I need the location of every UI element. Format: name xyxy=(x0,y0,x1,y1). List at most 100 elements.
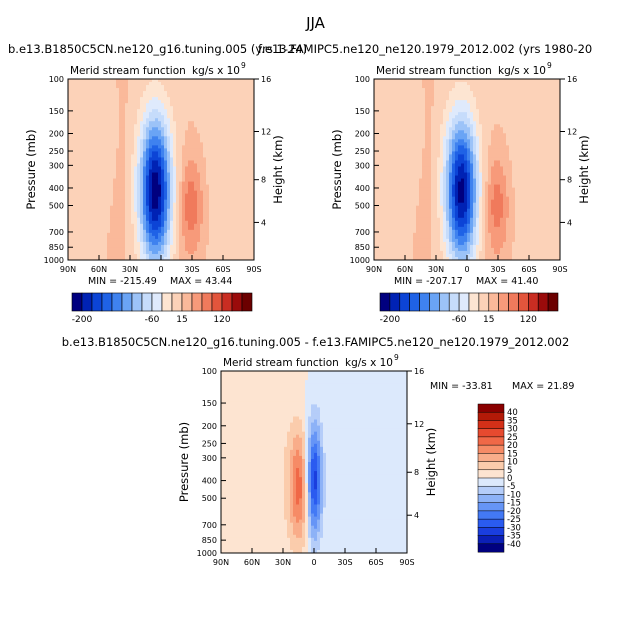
contour-cell xyxy=(143,154,147,158)
contour-cell xyxy=(110,187,114,192)
contour-cell xyxy=(416,79,420,83)
contour-cell xyxy=(377,127,381,131)
contour-cell xyxy=(113,244,117,249)
contour-cell xyxy=(203,115,207,119)
contour-cell xyxy=(131,181,135,185)
contour-cell xyxy=(389,148,393,152)
contour-cell xyxy=(161,196,165,201)
contour-cell xyxy=(407,163,411,167)
contour-cell xyxy=(104,103,108,107)
contour-cell xyxy=(146,139,150,143)
contour-cell xyxy=(179,226,183,231)
contour-cell xyxy=(221,91,225,95)
contour-cell xyxy=(416,106,420,110)
contour-cell xyxy=(413,211,417,216)
contour-cell xyxy=(209,172,213,176)
contour-cell xyxy=(104,82,108,86)
contour-cell xyxy=(89,145,93,149)
contour-cell xyxy=(416,247,420,252)
contour-cell xyxy=(230,184,234,188)
contour-cell xyxy=(242,148,246,152)
contour-cell xyxy=(152,208,156,213)
contour-cell xyxy=(212,250,216,255)
contour-cell xyxy=(422,250,426,255)
contour-cell xyxy=(116,226,120,231)
contour-cell xyxy=(113,214,117,219)
contour-cell xyxy=(164,175,168,179)
contour-cell xyxy=(125,91,129,95)
contour-cell xyxy=(173,130,177,134)
contour-cell xyxy=(164,148,168,152)
contour-cell xyxy=(149,172,153,176)
contour-cell xyxy=(98,133,102,137)
contour-cell xyxy=(155,193,159,198)
contour-cell xyxy=(77,211,81,216)
contour-cell xyxy=(173,241,177,246)
contour-cell xyxy=(68,94,72,98)
contour-cell xyxy=(380,136,384,140)
contour-cell xyxy=(218,193,222,198)
contour-cell xyxy=(245,190,249,195)
contour-cell xyxy=(89,103,93,107)
contour-cell xyxy=(215,94,219,98)
contour-cell xyxy=(140,235,144,240)
contour-cell xyxy=(374,157,378,161)
contour-cell xyxy=(416,235,420,240)
contour-cell xyxy=(89,190,93,195)
contour-cell xyxy=(428,190,432,195)
contour-cell xyxy=(179,232,183,237)
contour-cell xyxy=(248,85,252,89)
contour-cell xyxy=(107,127,111,131)
contour-cell xyxy=(416,148,420,152)
contour-cell xyxy=(425,190,429,195)
contour-cell xyxy=(83,100,87,104)
contour-cell xyxy=(143,109,147,113)
contour-cell xyxy=(167,154,171,158)
contour-cell xyxy=(386,247,390,252)
contour-cell xyxy=(95,229,99,234)
contour-cell xyxy=(101,217,105,222)
contour-cell xyxy=(212,169,216,173)
contour-cell xyxy=(95,184,99,188)
contour-cell xyxy=(107,109,111,113)
contour-cell xyxy=(104,151,108,155)
contour-cell xyxy=(158,151,162,155)
contour-cell xyxy=(98,94,102,98)
contour-cell xyxy=(170,100,174,104)
contour-cell xyxy=(74,190,78,195)
contour-cell xyxy=(218,136,222,140)
contour-cell xyxy=(227,130,231,134)
contour-cell xyxy=(80,91,84,95)
contour-cell xyxy=(161,82,165,86)
contour-cell xyxy=(110,136,114,140)
contour-cell xyxy=(380,94,384,98)
contour-cell xyxy=(416,223,420,228)
contour-cell xyxy=(215,196,219,201)
contour-cell xyxy=(404,241,408,246)
contour-cell xyxy=(173,142,177,146)
contour-cell xyxy=(167,82,171,86)
contour-cell xyxy=(134,145,138,149)
contour-cell xyxy=(194,220,198,225)
contour-cell xyxy=(179,85,183,89)
contour-cell xyxy=(146,202,150,207)
contour-cell xyxy=(131,202,135,207)
contour-cell xyxy=(98,82,102,86)
contour-cell xyxy=(422,103,426,107)
contour-cell xyxy=(422,133,426,137)
contour-cell xyxy=(134,217,138,222)
contour-cell xyxy=(107,103,111,107)
contour-cell xyxy=(71,157,75,161)
contour-cell xyxy=(167,130,171,134)
contour-cell xyxy=(224,232,228,237)
contour-cell xyxy=(389,145,393,149)
contour-cell xyxy=(380,229,384,234)
contour-cell xyxy=(392,148,396,152)
contour-cell xyxy=(407,250,411,255)
contour-cell xyxy=(200,109,204,113)
contour-cell xyxy=(125,214,129,219)
contour-cell xyxy=(185,184,189,188)
contour-cell xyxy=(380,130,384,134)
contour-cell xyxy=(236,82,240,86)
contour-cell xyxy=(155,151,159,155)
